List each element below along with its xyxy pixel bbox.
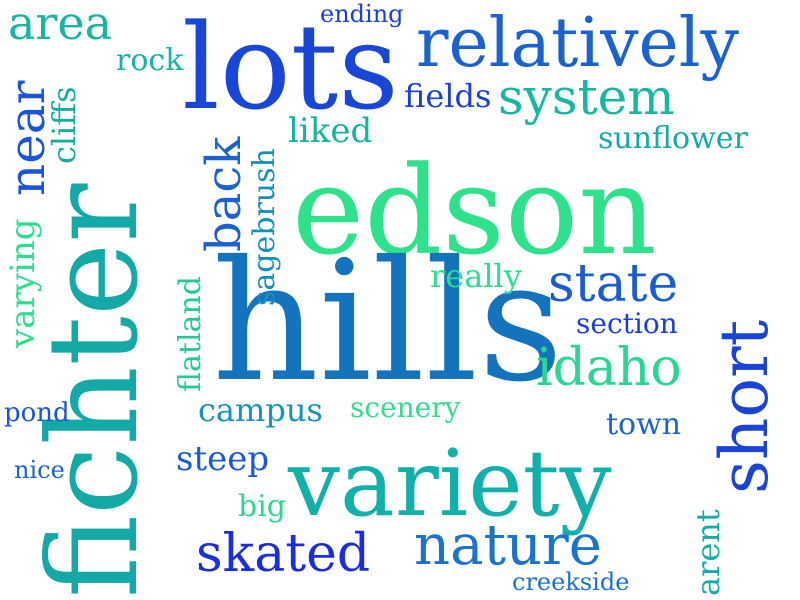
word-scenery: scenery [350, 391, 461, 424]
word-fichter: fichter [22, 183, 166, 598]
word-short: short [706, 319, 783, 494]
word-pond: pond [4, 398, 70, 428]
word-rock: rock [116, 43, 184, 78]
word-fields: fields [404, 77, 492, 115]
word-arent: arent [689, 509, 727, 596]
word-back: back [196, 136, 252, 252]
word-area: area [8, 0, 113, 50]
word-campus: campus [198, 391, 323, 429]
word-relatively: relatively [416, 4, 739, 83]
word-system: system [498, 68, 675, 126]
word-cliffs: cliffs [45, 86, 83, 164]
word-section: section [576, 307, 678, 340]
word-lots: lots [182, 0, 399, 136]
word-hills: hills [212, 226, 564, 419]
word-idaho: idaho [536, 338, 682, 398]
word-town: town [606, 407, 682, 442]
word-steep: steep [176, 439, 270, 479]
word-big: big [238, 489, 287, 524]
word-ending: ending [320, 0, 404, 28]
word-skated: skated [196, 524, 371, 584]
word-flatland: flatland [173, 276, 208, 392]
word-variety: variety [288, 430, 612, 537]
word-sunflower: sunflower [598, 121, 748, 156]
word-varying: varying [3, 218, 43, 348]
word-creekside: creekside [512, 568, 630, 596]
word-nice: nice [14, 456, 65, 484]
word-really: really [430, 257, 522, 295]
word-state: state [548, 254, 679, 314]
word-sagebrush: sagebrush [247, 148, 282, 306]
word-liked: liked [288, 111, 373, 151]
word-edson: edson [292, 140, 657, 282]
word-nature: nature [414, 513, 602, 578]
